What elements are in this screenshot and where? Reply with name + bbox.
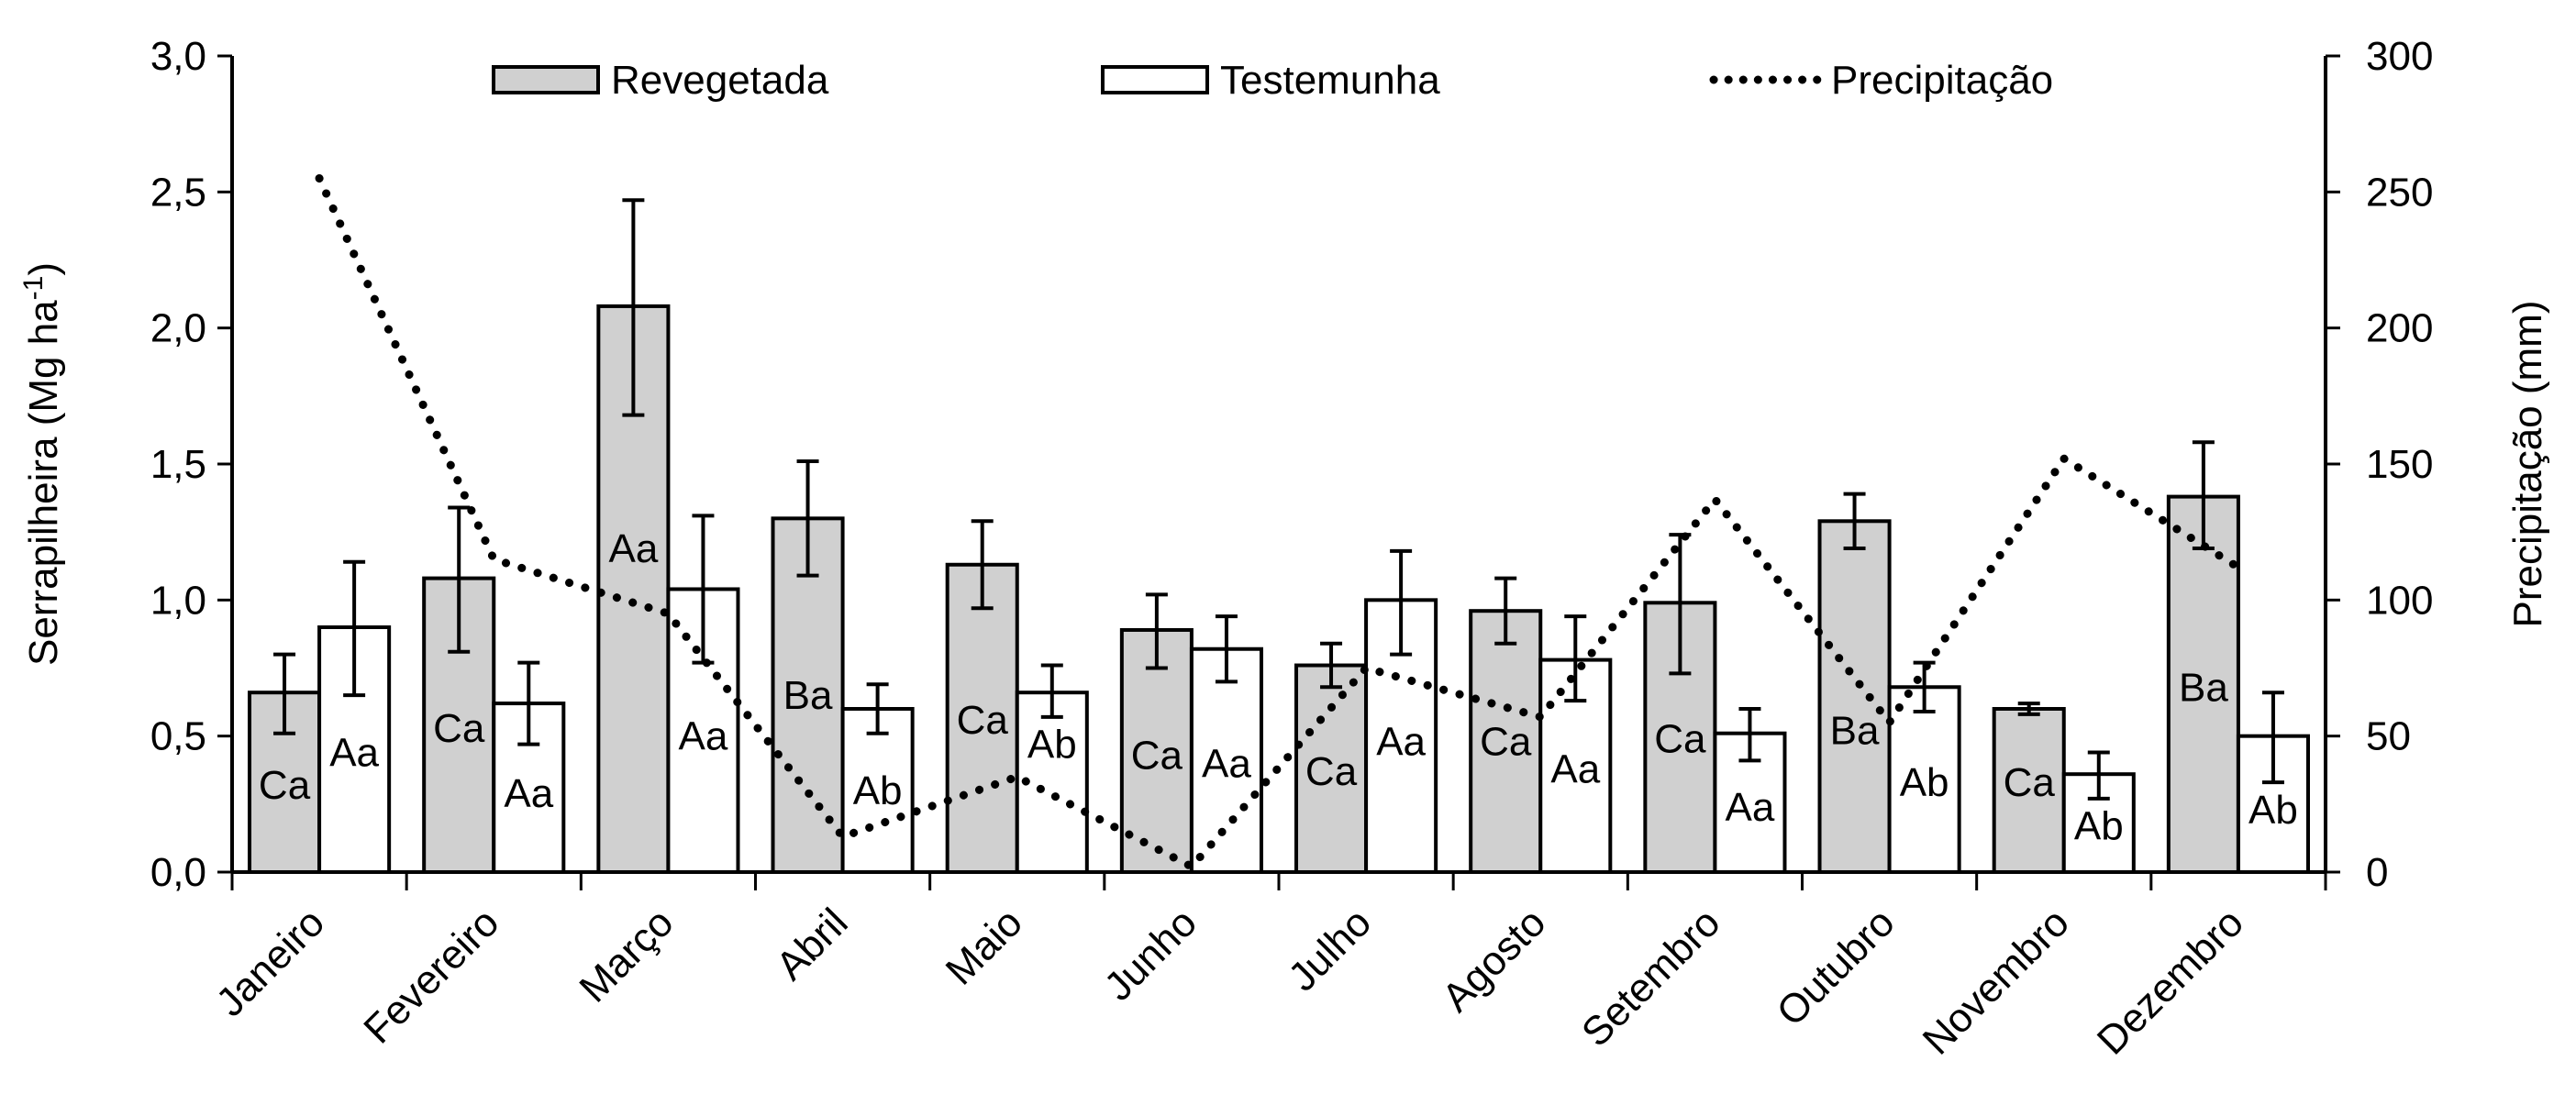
- x-tick-label: Janeiro: [207, 900, 333, 1025]
- significance-label: Ba: [783, 673, 833, 718]
- significance-label: Ab: [2074, 804, 2124, 849]
- axis-titles: Serrapilheira (Mg ha-1) Precipitação (mm): [18, 262, 2550, 666]
- y-tick-label: 2,0: [150, 306, 206, 351]
- significance-label: Ca: [259, 763, 311, 808]
- x-tick-label: Setembro: [1573, 900, 1729, 1055]
- x-tick-label: Outubro: [1769, 900, 1904, 1034]
- significance-label: Ba: [1830, 709, 1880, 754]
- significance-label: Aa: [1726, 785, 1775, 830]
- x-tick-label: Novembro: [1915, 900, 2078, 1063]
- legend: Revegetada Testemunha Precipitação: [492, 58, 2053, 103]
- significance-label: Ab: [853, 768, 903, 813]
- significance-label: Ca: [433, 706, 485, 751]
- significance-label: Ab: [1900, 760, 1949, 805]
- significance-label: Ba: [2179, 665, 2228, 710]
- legend-label: Revegetada: [611, 58, 829, 103]
- significance-label: Aa: [608, 526, 658, 571]
- x-tick-label: Julho: [1280, 900, 1380, 1000]
- bar-revegetada: [1817, 519, 1892, 874]
- y-axis-title: Serrapilheira (Mg ha-1): [18, 262, 66, 666]
- y2-tick-label: 100: [2366, 578, 2433, 623]
- precipitation-line: [315, 174, 2243, 871]
- axes: 0,0 0,5 1,0 1,5 2,0 2,5 3,0 0 50 100 150 200 250 300 J…: [150, 34, 2434, 1064]
- y-tick-label: 3,0: [150, 34, 206, 79]
- x-tick-label: Fevereiro: [355, 900, 507, 1052]
- legend-label: Testemunha: [1220, 58, 1440, 103]
- y2-tick-label: 250: [2366, 170, 2433, 215]
- x-tick-label: Maio: [938, 900, 1031, 993]
- y-tick-label: 1,5: [150, 442, 206, 487]
- legend-item-precipitação: Precipitação: [1709, 58, 2053, 103]
- y2-tick-label: 200: [2366, 306, 2433, 351]
- significance-label: Aa: [1202, 741, 1251, 786]
- precipitation-series-line: [315, 174, 2243, 871]
- x-tick-label: Dezembro: [2089, 900, 2252, 1063]
- significance-label: Aa: [504, 771, 553, 816]
- y2-tick-label: 50: [2366, 714, 2411, 759]
- error-bars: [273, 198, 2284, 801]
- legend-item-revegetada: Revegetada: [492, 58, 829, 103]
- significance-label: Aa: [1550, 746, 1600, 791]
- y-tick-label: 0,0: [150, 850, 206, 895]
- significance-label: Ca: [1654, 717, 1706, 762]
- significance-label: Ab: [1027, 723, 1077, 768]
- bars: [248, 304, 2310, 875]
- y2-tick-label: 150: [2366, 442, 2433, 487]
- bar-revegetada: [1294, 663, 1369, 874]
- bar-revegetada: [945, 562, 1019, 874]
- significance-label: Ca: [957, 698, 1009, 743]
- legend-swatch: [1101, 65, 1209, 94]
- bar-testemunha: [1887, 685, 1961, 874]
- bar-testemunha: [840, 707, 915, 874]
- significance-labels: Ca Ca Aa Ba Ca Ca Ca Ca Ca Ba Ca Ba Aa Aa Aa Ab Ab Aa Aa Aa…: [259, 526, 2298, 849]
- legend-swatch: [492, 65, 600, 94]
- x-tick-label: Agosto: [1434, 900, 1555, 1021]
- significance-label: Ca: [1480, 720, 1532, 765]
- x-tick-label: Março: [571, 900, 682, 1011]
- significance-label: Ca: [1131, 733, 1183, 778]
- y-tick-label: 0,5: [150, 714, 206, 759]
- significance-label: Aa: [679, 714, 728, 759]
- legend-label: Precipitação: [1831, 58, 2053, 103]
- significance-label: Ab: [2248, 788, 2298, 833]
- legend-item-testemunha: Testemunha: [1101, 58, 1440, 103]
- x-tick-label: Junho: [1096, 900, 1205, 1009]
- y-tick-label: 2,5: [150, 170, 206, 215]
- significance-label: Ca: [2004, 760, 2056, 805]
- significance-label: Aa: [1376, 720, 1426, 765]
- y2-tick-label: 0: [2366, 850, 2388, 895]
- significance-label: Ca: [1305, 749, 1358, 794]
- x-tick-label: Abril: [768, 900, 857, 989]
- significance-label: Aa: [329, 730, 379, 775]
- y-tick-label: 1,0: [150, 578, 206, 623]
- y2-tick-label: 300: [2366, 34, 2433, 79]
- y2-axis-title: Precipitação (mm): [2505, 301, 2550, 628]
